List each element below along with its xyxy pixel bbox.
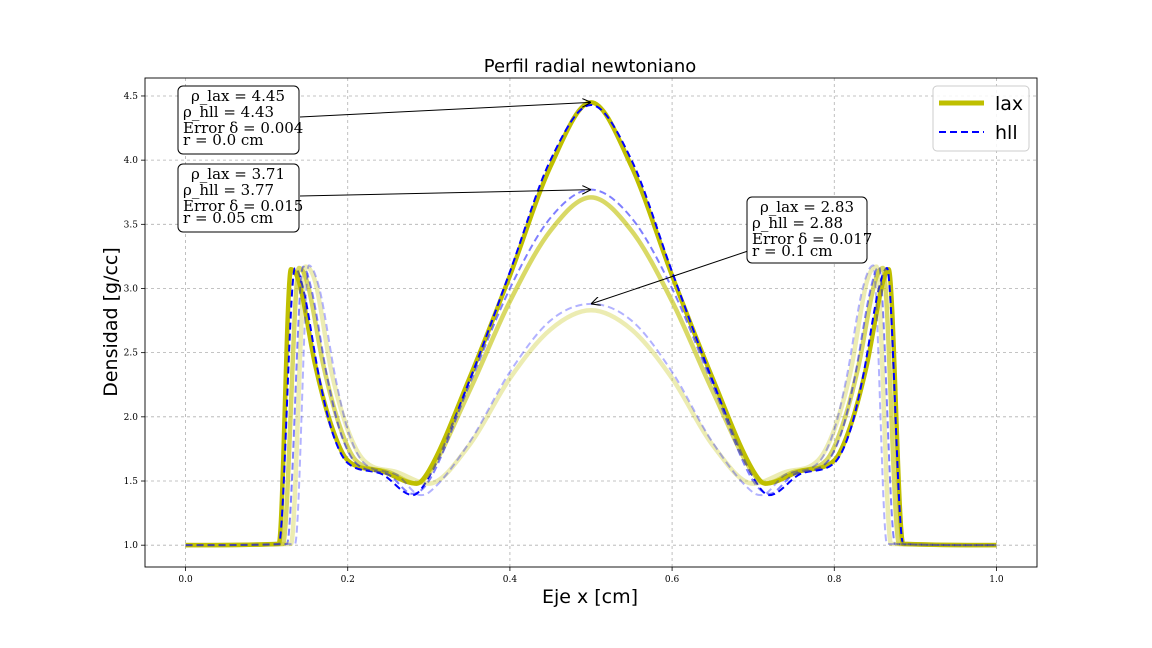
x-tick-label: 1.0 <box>989 575 1004 585</box>
y-tick-label: 4.0 <box>124 156 139 166</box>
annotation-line: ρ_lax = 3.71 <box>191 165 285 183</box>
annotations: ρ_lax = 4.45 ρ_hll = 4.43 Error δ = 0.00… <box>177 85 872 304</box>
series-layer <box>185 100 997 548</box>
annotation-arrow <box>299 190 591 197</box>
annotation-line: r = 0.0 cm <box>183 131 264 149</box>
annotation-arrow <box>299 102 591 118</box>
annotation-line: r = 0.1 cm <box>752 242 833 260</box>
annotation-line: ρ_hll = 2.88 <box>752 214 843 232</box>
x-axis-label: Eje x [cm] <box>542 586 638 608</box>
annotation-r005: ρ_lax = 3.71 ρ_hll = 3.77 Error δ = 0.01… <box>177 163 591 233</box>
annotation-line: ρ_hll = 4.43 <box>183 103 274 121</box>
series-line-hll-r005 <box>185 188 997 547</box>
series-line-lax-r01 <box>185 264 997 548</box>
series-line-lax-r00 <box>185 100 997 548</box>
x-tick-label: 0.4 <box>503 575 518 585</box>
ticks: 0.0 0.2 0.4 0.6 0.8 1.0 1.0 1.5 2.0 2.5 3.0 3.5 4.0 4… <box>124 92 1004 585</box>
annotation-box <box>177 163 300 233</box>
y-tick-label: 4.5 <box>124 92 139 102</box>
legend-label-hll: hll <box>995 122 1018 144</box>
y-tick-label: 1.5 <box>124 477 139 487</box>
annotation-line: Error δ = 0.004 <box>183 119 303 137</box>
annotation-box <box>746 196 868 264</box>
x-tick-label: 0.6 <box>665 575 680 585</box>
annotation-r0: ρ_lax = 4.45 ρ_hll = 4.43 Error δ = 0.00… <box>177 85 591 155</box>
x-tick-label: 0.2 <box>341 575 355 585</box>
x-tick-label: 0.8 <box>827 575 842 585</box>
annotation-line: Error δ = 0.015 <box>183 197 303 215</box>
plot-area <box>144 77 1038 568</box>
y-axis-label: Densidad [g/cc] <box>100 247 122 397</box>
annotation-arrow <box>591 250 749 304</box>
annotation-line: ρ_lax = 4.45 <box>191 87 285 105</box>
y-tick-label: 1.0 <box>124 541 139 551</box>
series-line-lax-r005 <box>185 195 997 548</box>
grid <box>145 78 1037 567</box>
annotation-r01: ρ_lax = 2.83 ρ_hll = 2.88 Error δ = 0.01… <box>591 196 872 304</box>
y-tick-label: 3.5 <box>124 220 139 230</box>
x-tick-label: 0.0 <box>178 575 193 585</box>
y-tick-label: 3.0 <box>124 284 139 294</box>
y-tick-label: 2.0 <box>124 413 139 423</box>
annotation-line: Error δ = 0.017 <box>752 230 872 248</box>
annotation-line: r = 0.05 cm <box>183 209 273 227</box>
annotation-line: ρ_hll = 3.77 <box>183 181 274 199</box>
y-tick-label: 2.5 <box>124 349 139 359</box>
annotation-line: ρ_lax = 2.83 <box>760 198 854 216</box>
legend-label-lax: lax <box>995 93 1023 115</box>
chart-title: Perfil radial newtoniano <box>484 56 697 77</box>
annotation-box <box>177 85 300 155</box>
legend: lax hll <box>932 85 1030 152</box>
